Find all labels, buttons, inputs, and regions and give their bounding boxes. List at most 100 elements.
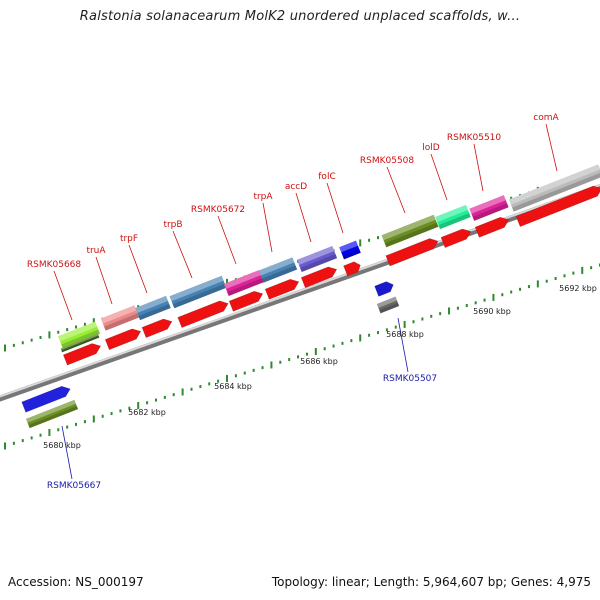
gene-trpF-shade [138,303,171,321]
label-trpA: trpA [253,192,273,202]
cds-arrow-shape [440,228,472,248]
scale-label: 5690 kbp [473,307,511,316]
gene-features [21,164,600,429]
scale-label: 5682 kbp [128,408,166,417]
gene-trpA-shine [258,257,295,276]
gene-comA [508,164,600,212]
scale-label: 5686 kbp [300,357,338,366]
gene-RSMK05667-mrna-shine [25,399,76,423]
cds-arrow-shape [474,216,510,238]
scale-label: 5680 kbp [43,441,81,450]
gene-RSMK05668-shape [58,321,100,349]
cds-arrow [343,261,361,277]
backbone-highlight [0,183,600,398]
genome-summary-text: Topology: linear; Length: 5,964,607 bp; … [271,575,591,589]
gene-RSMK05668-shade [61,329,100,349]
gene-RSMK05667-mrna-shade [28,406,79,429]
gene-RSMK05667-shape [21,386,71,413]
cds-arrow-shape [104,328,142,351]
label-leader [430,153,448,201]
label-comA: comA [533,113,559,123]
gene-truA-shade [104,313,140,331]
label-RSMK05507: RSMK05507 [383,374,437,384]
scale-label: 5692 kbp [559,284,597,293]
cds-arrow [141,318,173,338]
gene-trpB-shine [169,275,224,302]
gene-comA-shade [512,172,600,212]
label-leader [61,425,73,480]
cds-arrow [177,300,229,328]
gene-RSMK05667-mrna [25,399,79,429]
cds-arrow-shape [62,343,102,366]
label-leader [95,256,113,305]
label-leader [217,215,237,265]
gene-RSMK05508-shine [381,214,436,241]
gene-accD-shape [296,245,338,273]
gene-RSMK05508 [381,214,439,248]
gene-folC-shine [339,240,358,253]
gene-trpA-shape [258,257,298,283]
gene-RSMK05668-stripe-shape [60,333,100,353]
cds-arrow [300,266,338,289]
gene-trpB [169,275,227,309]
gene-truA-shine [100,305,137,324]
gene-trpA-shade [262,265,298,283]
label-leader [326,182,344,234]
cds-arrow [104,328,142,351]
label-leader [473,143,484,192]
label-RSMK05667: RSMK05667 [47,481,101,491]
cds-arrow-shape [228,290,264,312]
cds-arrow [440,228,472,248]
gene-RSMK05668-stripe-shine [60,333,99,351]
gene-trpF [135,295,171,321]
cds-arrow [474,216,510,238]
gene-truA-shape [100,305,140,331]
gene-lolD-shine [435,204,468,223]
gene-RSMK05667-mrna-shape [25,399,79,429]
gene-RSMK05507 [374,281,394,297]
map-title: Ralstonia solanacearum MolK2 unordered u… [79,9,521,24]
label-leader [128,244,148,294]
gene-RSMK05668-stripe-shade [61,336,100,353]
gene-RSMK05507-mrna [376,296,400,314]
gene-RSMK05507-mrna-shade [379,302,400,314]
label-leader [386,166,406,214]
gene-RSMK05508-shade [384,222,439,248]
gene-RSMK05668 [58,321,100,349]
gene-lolD [435,204,471,230]
label-trpF: trpF [120,234,138,244]
backbone-line [0,183,600,402]
gene-truA [100,305,140,331]
label-RSMK05510: RSMK05510 [447,133,502,143]
label-folC: folC [318,172,335,182]
cds-arrow-shape [343,261,361,277]
gene-RSMK05507-mrna-shine [376,296,397,308]
cds-arrow [264,278,300,300]
label-RSMK05668: RSMK05668 [27,260,82,270]
gene-RSMK05510-shape [469,195,509,221]
gene-RSMK05668-stripe [60,333,100,353]
cds-features [62,185,600,366]
gene-trpB-shade [172,283,227,309]
cds-arrow-shape [177,300,229,328]
genome-backbone [0,183,600,402]
gene-RSMK05667 [21,386,71,413]
label-accD: accD [285,182,307,192]
gene-lolD-shape [435,204,471,230]
gene-folC-shape [339,240,361,260]
gene-RSMK05672-shape [223,269,265,297]
gene-RSMK05507-mrna-shape [376,296,400,314]
gene-trpF-shape [135,295,171,321]
gene-RSMK05508-shape [381,214,439,248]
gene-RSMK05672-shade [227,278,265,297]
gene-folC-shade [342,248,361,260]
gene-RSMK05507-shape [374,281,394,297]
gene-RSMK05510-shade [472,203,509,221]
gene-trpA [258,257,298,283]
cds-arrow-shape [300,266,338,289]
cds-arrow [62,343,102,366]
cds-arrow-shape [141,318,173,338]
label-leader [397,317,409,373]
label-leader [172,230,193,279]
